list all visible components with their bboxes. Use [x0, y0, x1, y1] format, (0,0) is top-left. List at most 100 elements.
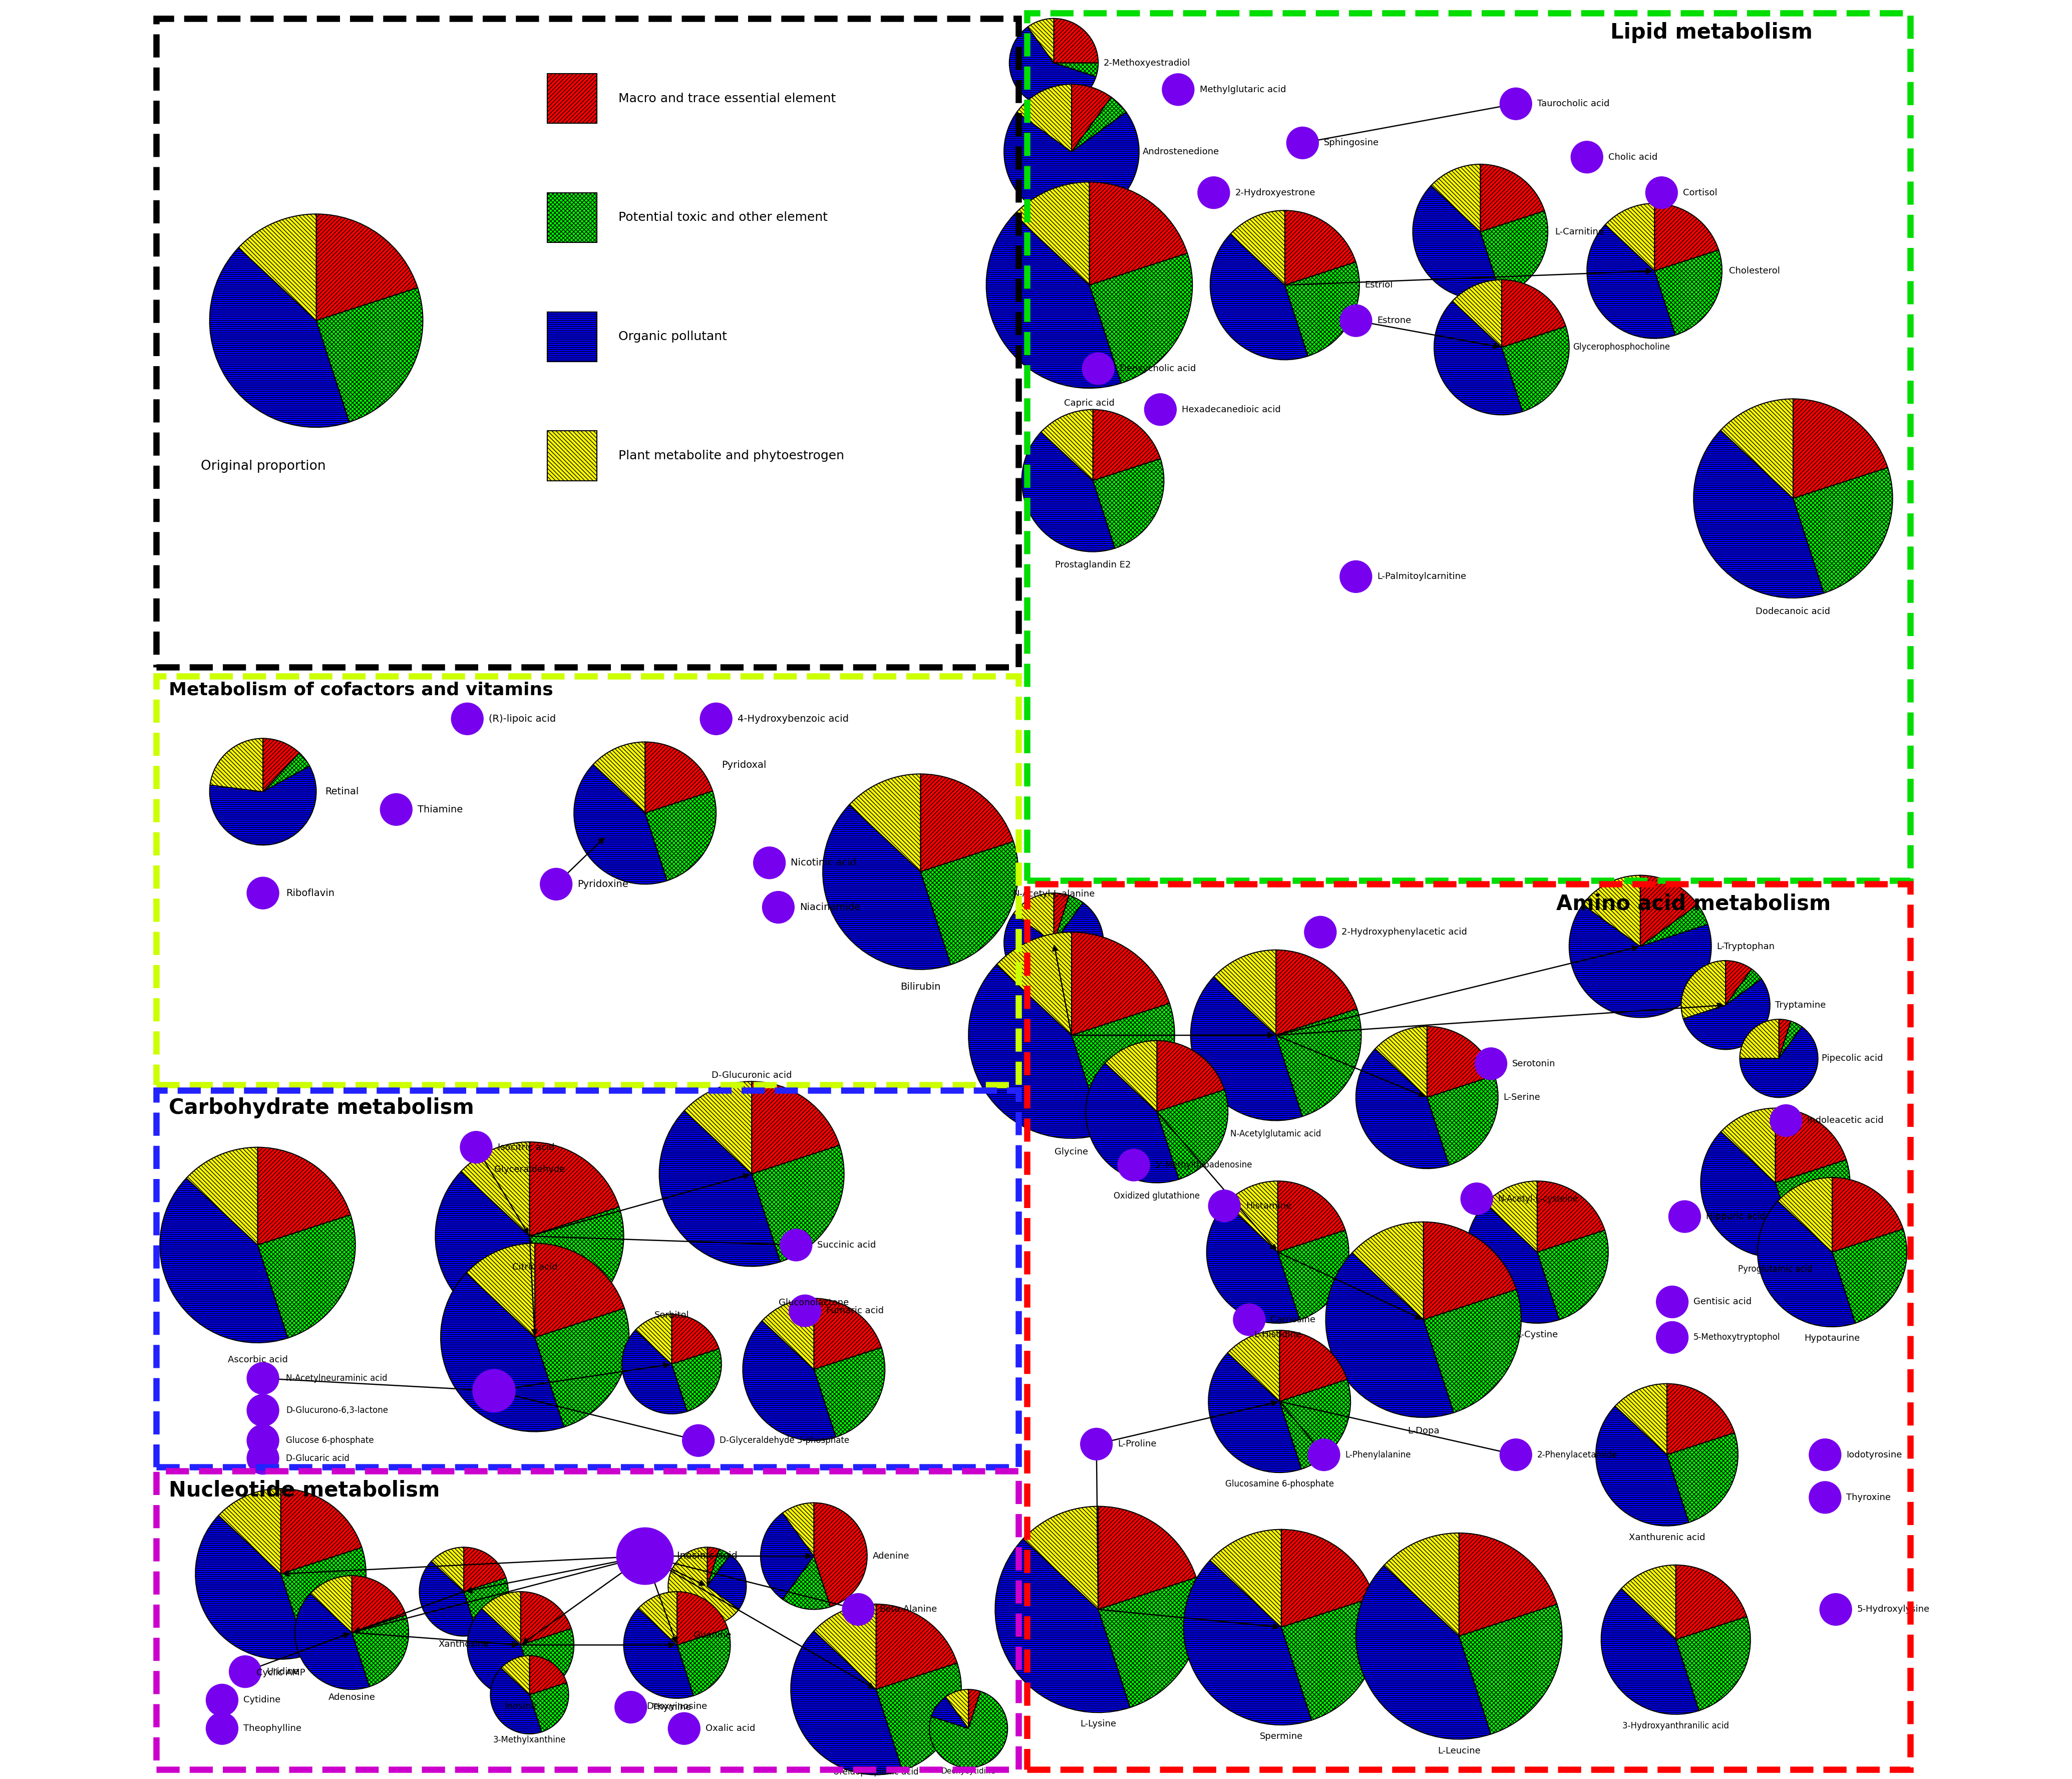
Wedge shape: [1780, 1019, 1790, 1059]
Text: Pyroglutamic acid: Pyroglutamic acid: [1738, 1265, 1813, 1274]
Wedge shape: [483, 1592, 520, 1646]
Wedge shape: [1280, 1331, 1347, 1402]
Wedge shape: [876, 1605, 957, 1690]
Circle shape: [1341, 560, 1372, 592]
Wedge shape: [435, 1172, 559, 1331]
Wedge shape: [1071, 84, 1111, 151]
Wedge shape: [1071, 98, 1127, 151]
Text: L-Cystine: L-Cystine: [1517, 1331, 1558, 1340]
Circle shape: [1500, 87, 1531, 119]
Wedge shape: [1353, 1222, 1423, 1320]
Wedge shape: [1227, 1181, 1278, 1252]
Text: Bilirubin: Bilirubin: [901, 982, 941, 991]
Text: Dodecanoic acid: Dodecanoic acid: [1755, 607, 1830, 616]
Wedge shape: [968, 1690, 980, 1729]
Wedge shape: [1537, 1229, 1608, 1320]
Wedge shape: [638, 1592, 678, 1646]
Wedge shape: [1040, 409, 1092, 480]
Wedge shape: [1071, 932, 1169, 1035]
Wedge shape: [1280, 1530, 1374, 1628]
Text: Xanthosine: Xanthosine: [439, 1640, 489, 1649]
Text: Hypotaurine: Hypotaurine: [1805, 1334, 1861, 1343]
Wedge shape: [783, 1503, 814, 1557]
Wedge shape: [1757, 1201, 1854, 1327]
Wedge shape: [850, 774, 920, 872]
Wedge shape: [1587, 224, 1676, 338]
Wedge shape: [678, 1592, 727, 1646]
Wedge shape: [622, 1331, 688, 1414]
Text: L-Phenylalanine: L-Phenylalanine: [1345, 1450, 1411, 1459]
Wedge shape: [1434, 301, 1523, 415]
Wedge shape: [783, 1557, 831, 1610]
Circle shape: [1461, 1183, 1492, 1215]
Circle shape: [682, 1425, 715, 1457]
Wedge shape: [644, 792, 717, 881]
Wedge shape: [263, 738, 300, 792]
Wedge shape: [752, 1082, 839, 1174]
Text: L-Palmitoylcarnitine: L-Palmitoylcarnitine: [1378, 573, 1467, 582]
Text: Cholic acid: Cholic acid: [1608, 153, 1658, 162]
Wedge shape: [491, 1669, 541, 1735]
Wedge shape: [945, 1690, 968, 1729]
Wedge shape: [1005, 112, 1140, 219]
Wedge shape: [1693, 431, 1823, 598]
Text: L-Leucine: L-Leucine: [1438, 1747, 1479, 1756]
Text: D-Glucaric acid: D-Glucaric acid: [286, 1453, 350, 1462]
Wedge shape: [624, 1608, 694, 1699]
Text: Potential toxic and other element: Potential toxic and other element: [617, 212, 827, 224]
Wedge shape: [1502, 279, 1566, 347]
Wedge shape: [752, 1146, 843, 1261]
Wedge shape: [1666, 1432, 1738, 1523]
Wedge shape: [707, 1555, 746, 1610]
Wedge shape: [574, 765, 667, 884]
Wedge shape: [1792, 398, 1888, 498]
Wedge shape: [1055, 895, 1084, 943]
Text: Hexadecanedioic acid: Hexadecanedioic acid: [1181, 406, 1280, 415]
Wedge shape: [968, 964, 1104, 1139]
Text: Amino acid metabolism: Amino acid metabolism: [1556, 893, 1832, 914]
Wedge shape: [1092, 459, 1164, 548]
Bar: [1028, 884, 1910, 1770]
Bar: [155, 676, 1017, 1085]
Wedge shape: [1285, 262, 1359, 356]
Wedge shape: [535, 1308, 630, 1427]
Wedge shape: [209, 767, 317, 845]
Circle shape: [1809, 1482, 1842, 1514]
Wedge shape: [1537, 1181, 1606, 1252]
Wedge shape: [1086, 1064, 1179, 1183]
Wedge shape: [460, 1142, 530, 1236]
Text: L-Tryptophan: L-Tryptophan: [1718, 941, 1776, 952]
Wedge shape: [1479, 164, 1544, 231]
Text: N-Acetylglutamic acid: N-Acetylglutamic acid: [1231, 1130, 1322, 1139]
Wedge shape: [1280, 1379, 1351, 1469]
Wedge shape: [1832, 1178, 1904, 1252]
Text: Estrone: Estrone: [1378, 317, 1411, 326]
Wedge shape: [520, 1628, 574, 1695]
Bar: [547, 431, 597, 480]
Wedge shape: [317, 288, 423, 422]
Wedge shape: [1502, 327, 1569, 411]
Circle shape: [843, 1594, 874, 1626]
Wedge shape: [1210, 1530, 1280, 1628]
Text: 5'-Methylthioadenosine: 5'-Methylthioadenosine: [1154, 1160, 1251, 1169]
Circle shape: [247, 877, 280, 909]
Text: Cortisol: Cortisol: [1682, 189, 1718, 197]
Wedge shape: [814, 1605, 876, 1690]
Text: L-Histidine: L-Histidine: [1254, 1331, 1301, 1340]
Wedge shape: [257, 1215, 354, 1338]
Text: Pyridoxal: Pyridoxal: [721, 760, 767, 770]
Wedge shape: [1726, 970, 1761, 1005]
Text: Original proportion: Original proportion: [201, 461, 325, 473]
Text: Ascorbic acid: Ascorbic acid: [228, 1356, 288, 1364]
Wedge shape: [431, 1548, 464, 1592]
Wedge shape: [257, 1147, 350, 1245]
Wedge shape: [1227, 1331, 1280, 1402]
Text: Deoxycholic acid: Deoxycholic acid: [1119, 365, 1196, 374]
Text: Succinic acid: Succinic acid: [818, 1240, 876, 1249]
Circle shape: [1819, 1594, 1852, 1626]
Bar: [155, 1471, 1017, 1770]
Circle shape: [1341, 304, 1372, 336]
Bar: [1028, 12, 1910, 881]
Text: Glyceraldehyde: Glyceraldehyde: [493, 1165, 566, 1174]
Wedge shape: [1191, 977, 1303, 1121]
